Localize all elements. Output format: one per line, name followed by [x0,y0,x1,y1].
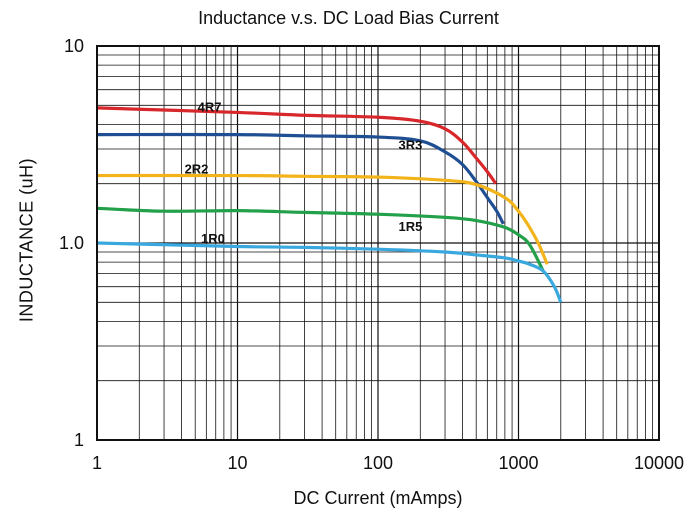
series-line-2r2 [96,173,549,265]
series-label-4r7: 4R7 [198,99,222,114]
y-tick-label: 10 [64,36,84,56]
series-label-2r2: 2R2 [185,161,209,176]
series-labels: 4R7 3R3 2R2 1R5 1R0 [185,99,423,246]
series-line-3r3 [96,132,505,225]
y-tick-label: 1.0 [59,233,84,253]
x-axis-label: DC Current (mAmps) [293,488,463,508]
y-tick-label: 1 [74,430,84,450]
tick-labels: 1 10 100 1000 10000 1 1.0 10 [59,36,684,473]
series-label-3r3: 3R3 [399,138,423,153]
series-line-1r0 [96,241,563,303]
series-label-1r0: 1R0 [201,231,225,246]
plot-frame [96,45,660,441]
grid [96,46,659,441]
x-tick-label: 100 [363,453,393,473]
series-line-1r5 [96,206,545,272]
x-tick-label: 10 [227,453,247,473]
chart-title: Inductance v.s. DC Load Bias Current [198,8,499,28]
x-tick-label: 1 [92,453,102,473]
series-lines [96,106,563,303]
x-tick-label: 10000 [634,453,684,473]
series-line-4r7 [96,106,498,185]
x-tick-label: 1000 [498,453,538,473]
series-label-1r5: 1R5 [399,219,423,234]
